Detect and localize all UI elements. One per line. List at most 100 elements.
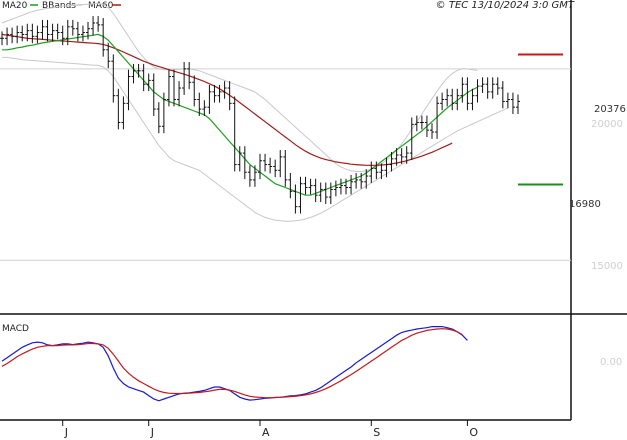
price-bar — [409, 117, 414, 160]
price-bar — [252, 165, 257, 187]
price-bar — [455, 88, 460, 111]
macd-title: MACD — [2, 324, 29, 334]
price-bar — [323, 182, 328, 204]
price-bar — [495, 77, 500, 95]
month-label: J — [150, 426, 154, 439]
price-bar — [25, 23, 30, 42]
price-bar — [338, 178, 343, 195]
price-bar — [283, 150, 288, 187]
price-bar — [75, 21, 80, 42]
price-bar — [288, 172, 293, 199]
price-bar — [86, 21, 90, 40]
price-bar — [80, 25, 85, 42]
price-bar — [450, 88, 455, 111]
price-bar — [237, 146, 242, 172]
price-bar — [177, 81, 182, 107]
price-bar — [106, 42, 111, 69]
price-bar — [247, 165, 252, 187]
price-bar — [394, 148, 399, 166]
price-bar — [328, 182, 333, 204]
price-bar — [172, 69, 176, 107]
month-label: J — [64, 426, 68, 439]
resistance-label: 20376 — [594, 104, 626, 115]
price-bar — [435, 96, 440, 139]
price-bar — [96, 16, 101, 32]
price-bar — [490, 77, 495, 99]
price-bar — [70, 19, 75, 36]
ma60-layer — [1, 33, 453, 166]
price-bar — [359, 172, 364, 189]
price-bar — [445, 88, 450, 107]
price-bar — [111, 54, 116, 103]
copyright-text: © TEC 13/10/2024 3:0 GMT — [436, 0, 575, 11]
price-bar — [278, 150, 283, 178]
gridlines — [0, 68, 571, 261]
bbands-upper-line — [1, 2, 478, 172]
y-tick-20000: 20000 — [591, 119, 623, 130]
price-bar — [55, 23, 60, 40]
price-bar — [414, 115, 419, 132]
price-bar — [151, 73, 156, 116]
price-bar — [344, 178, 348, 195]
legend-bbands-label: BBands — [42, 1, 76, 11]
price-bar — [232, 96, 237, 172]
price-bar — [182, 62, 187, 95]
price-bar — [485, 77, 490, 99]
price-bar — [187, 62, 192, 90]
signal-line — [1, 328, 463, 399]
price-bar — [258, 153, 262, 180]
price-bar — [384, 157, 389, 178]
price-bar — [308, 178, 313, 195]
price-bar — [440, 92, 445, 111]
price-bar — [480, 77, 485, 93]
price-bar — [156, 102, 161, 134]
price-bar — [20, 25, 25, 42]
support-label: 16980 — [569, 199, 601, 210]
price-bar — [30, 23, 35, 44]
price-bar — [10, 27, 15, 44]
price-bar — [116, 88, 121, 130]
price-bar — [404, 146, 409, 164]
price-bar — [121, 96, 126, 130]
price-bar — [65, 19, 70, 46]
price-bar — [354, 172, 359, 189]
y-tick-15000: 15000 — [591, 261, 623, 272]
price-bar — [424, 115, 429, 138]
levels-layer — [518, 53, 563, 186]
chart-frame — [0, 0, 627, 421]
price-bar — [510, 92, 515, 115]
macd-line — [1, 326, 468, 402]
price-bar — [166, 69, 171, 107]
legend-ma20-label: MA20 — [2, 1, 28, 11]
price-bar — [419, 115, 424, 130]
price-bar — [0, 31, 4, 46]
price-bar — [131, 63, 136, 84]
price-bar — [349, 174, 354, 195]
price-bar — [470, 88, 475, 111]
legend-ma60-label: MA60 — [88, 1, 114, 11]
price-bars-layer — [0, 16, 520, 214]
price-bar — [303, 176, 308, 195]
price-bar — [465, 77, 470, 111]
price-bar — [500, 81, 505, 109]
macd-layer — [1, 326, 468, 402]
price-bar — [217, 84, 222, 103]
price-bar — [45, 19, 50, 42]
price-bar — [192, 75, 197, 107]
price-bar — [268, 157, 273, 174]
price-bar — [333, 180, 338, 197]
price-bar — [60, 25, 65, 46]
price-bar — [460, 77, 465, 103]
price-bar — [101, 17, 106, 57]
price-bar — [227, 81, 232, 111]
price-bar — [374, 161, 379, 180]
price-bar — [40, 19, 45, 40]
month-label: A — [262, 426, 270, 439]
price-bar — [293, 184, 298, 214]
price-bar — [35, 25, 40, 44]
price-bar — [126, 69, 131, 111]
macd-tick-zero: 0.00 — [600, 357, 622, 368]
price-bar — [202, 100, 207, 116]
price-bar — [197, 92, 202, 116]
